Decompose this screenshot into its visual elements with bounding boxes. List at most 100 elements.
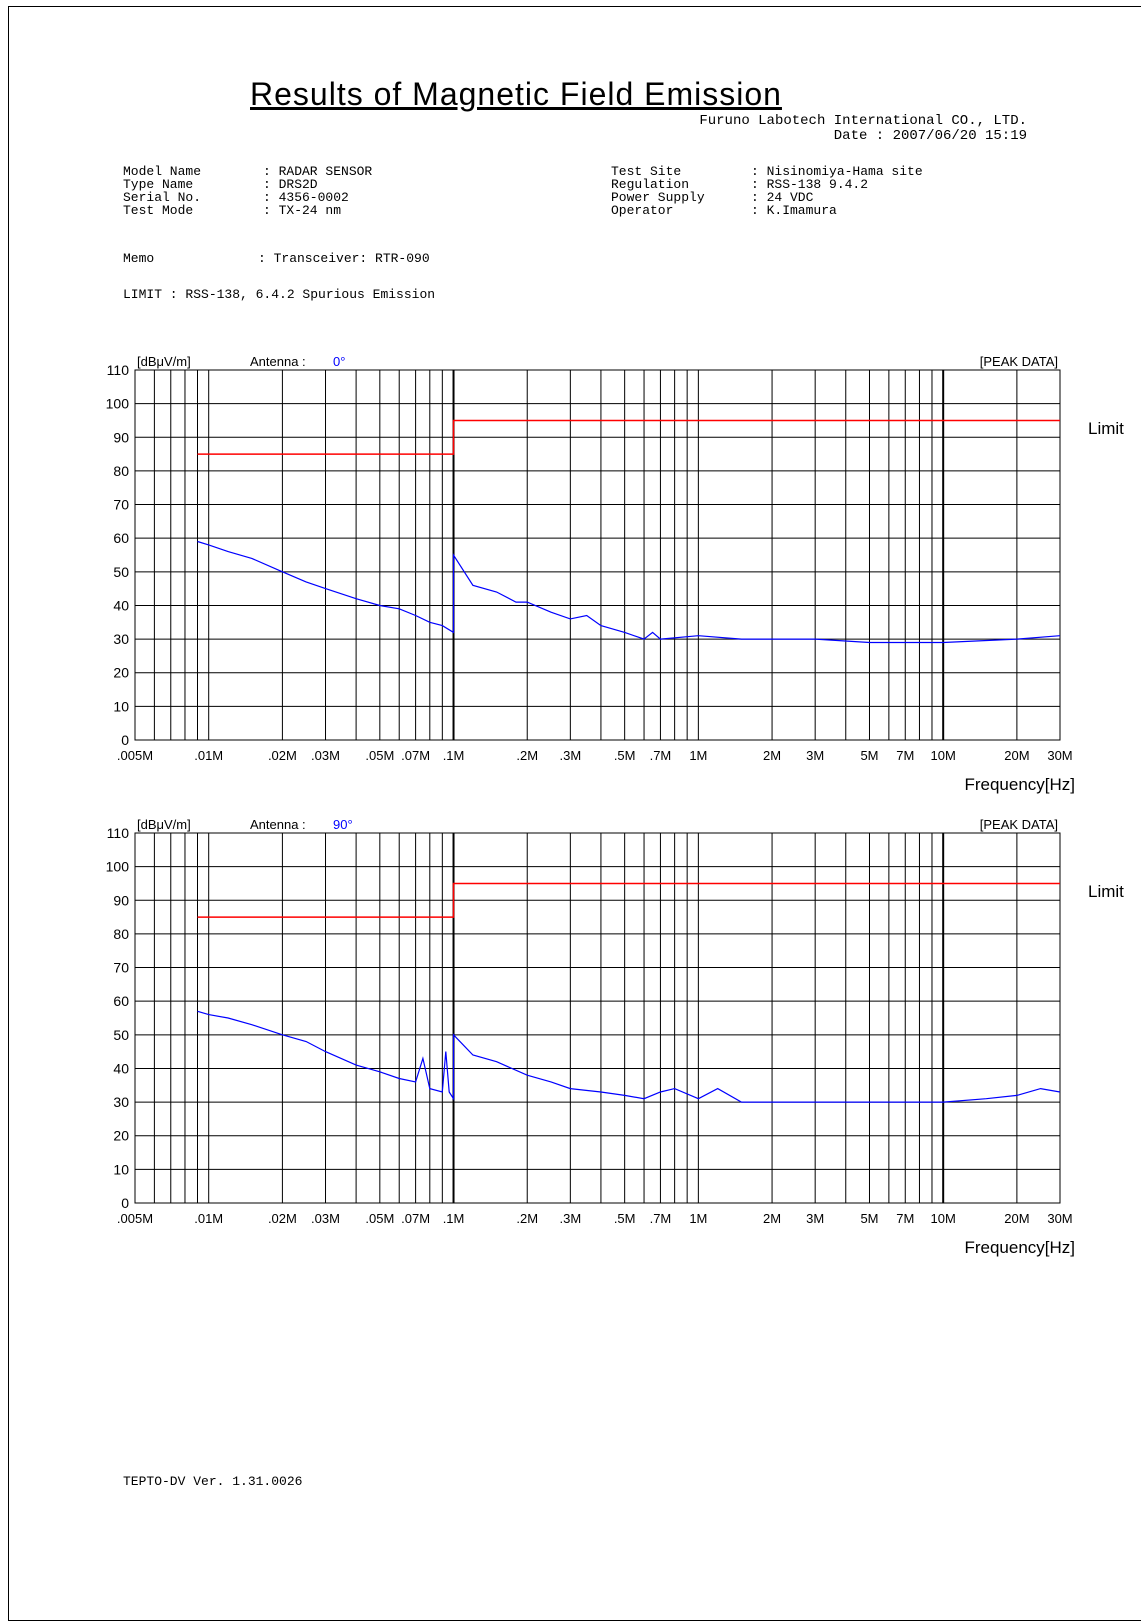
antenna-angle: 0° bbox=[333, 354, 345, 369]
y-tick-label: 110 bbox=[107, 362, 130, 378]
emission-chart-90deg: 0 10 20 30 40 50 60 70 80 90 100 110 .005M .01M .02M .0… bbox=[106, 817, 1125, 1257]
page-title: Results of Magnetic Field Emission bbox=[250, 76, 782, 112]
x-tick-label: .7M bbox=[650, 748, 672, 763]
test-info: Test Site : Nisinomiya-Hama site Regulati… bbox=[611, 165, 923, 217]
plot-frame bbox=[134, 832, 1061, 1204]
y-tick-label: 110 bbox=[107, 825, 130, 841]
info-value: : K.Imamura bbox=[751, 203, 837, 218]
y-tick-label: 0 bbox=[121, 732, 129, 748]
equipment-info: Model Name : RADAR SENSOR Type Name : DRS2… bbox=[123, 165, 372, 217]
measurement-trace bbox=[197, 540, 1061, 644]
x-tick-label: 7M bbox=[896, 748, 914, 763]
info-label: Type Name bbox=[123, 177, 194, 192]
memo: Memo : Transceiver: RTR-090 bbox=[123, 251, 430, 266]
x-tick-label: 3M bbox=[806, 748, 824, 763]
limit-side-label: Limit bbox=[1088, 882, 1124, 901]
y-tick-label: 80 bbox=[113, 926, 129, 942]
info-row: Power Supply : 24 VDC bbox=[611, 191, 923, 204]
x-tick-label: .03M bbox=[311, 748, 340, 763]
data-type-tag: [PEAK DATA] bbox=[980, 354, 1058, 369]
company-name: Furuno Labotech International CO., LTD. bbox=[699, 113, 1027, 129]
x-tick-label: 5M bbox=[860, 1211, 878, 1226]
info-label: Regulation bbox=[611, 177, 690, 192]
x-tick-label: .2M bbox=[516, 748, 538, 763]
limit-line bbox=[197, 419, 1060, 455]
limit-side-label: Limit bbox=[1088, 419, 1124, 438]
info-value: : DRS2D bbox=[263, 177, 318, 192]
y-tick-label: 60 bbox=[113, 530, 129, 546]
x-tick-label: 3M bbox=[806, 1211, 824, 1226]
memo-value: : Transceiver: RTR-090 bbox=[258, 251, 430, 266]
y-tick-label: 50 bbox=[113, 1027, 129, 1043]
y-tick-label: 70 bbox=[113, 960, 129, 976]
memo-label: Memo bbox=[123, 251, 155, 266]
x-tick-label: 1M bbox=[689, 748, 707, 763]
info-row: Test Site : Nisinomiya-Hama site bbox=[611, 165, 923, 178]
y-tick-label: 10 bbox=[113, 1161, 129, 1177]
x-tick-label: .02M bbox=[268, 1211, 297, 1226]
info-label: Operator bbox=[611, 203, 674, 218]
info-row: Serial No.: 4356-0002 bbox=[123, 191, 372, 204]
y-tick-label: 0 bbox=[121, 1195, 129, 1211]
x-tick-label: .5M bbox=[614, 1211, 636, 1226]
data-type-tag: [PEAK DATA] bbox=[980, 817, 1058, 832]
x-tick-label: 20M bbox=[1004, 1211, 1029, 1226]
x-tick-label: 30M bbox=[1047, 1211, 1072, 1226]
limit-line bbox=[197, 882, 1060, 918]
plot-frame bbox=[134, 369, 1061, 741]
x-tick-label: .1M bbox=[443, 748, 465, 763]
y-tick-label: 40 bbox=[113, 597, 129, 613]
info-value: : 24 VDC bbox=[751, 190, 814, 205]
y-tick-label: 90 bbox=[113, 892, 129, 908]
x-tick-label: .07M bbox=[401, 1211, 430, 1226]
x-tick-label: .3M bbox=[560, 1211, 582, 1226]
x-tick-label: .01M bbox=[194, 1211, 223, 1226]
x-tick-label: 30M bbox=[1047, 748, 1072, 763]
info-label: Model Name bbox=[123, 164, 202, 179]
antenna-label: Antenna : bbox=[250, 817, 306, 832]
x-tick-label: 5M bbox=[860, 748, 878, 763]
y-tick-label: 30 bbox=[113, 631, 129, 647]
y-tick-label: 100 bbox=[106, 396, 130, 412]
x-tick-label: 1M bbox=[689, 1211, 707, 1226]
y-axis-unit: [dBμV/m] bbox=[137, 817, 191, 832]
x-tick-label: .03M bbox=[311, 1211, 340, 1226]
info-value: : 4356-0002 bbox=[263, 190, 349, 205]
x-tick-label: .05M bbox=[365, 748, 394, 763]
x-tick-label: 20M bbox=[1004, 748, 1029, 763]
x-tick-label: .3M bbox=[560, 748, 582, 763]
info-label: Power Supply bbox=[611, 190, 705, 205]
y-tick-label: 40 bbox=[113, 1060, 129, 1076]
y-tick-label: 50 bbox=[113, 564, 129, 580]
info-row: Model Name : RADAR SENSOR bbox=[123, 165, 372, 178]
info-row: Type Name : DRS2D bbox=[123, 178, 372, 191]
info-row: Operator : K.Imamura bbox=[611, 204, 923, 217]
info-value: : RSS-138 9.4.2 bbox=[751, 177, 869, 192]
y-tick-label: 100 bbox=[106, 859, 130, 875]
antenna-angle: 90° bbox=[333, 817, 353, 832]
info-label: Test Site bbox=[611, 164, 682, 179]
limit-description: LIMIT : RSS-138, 6.4.2 Spurious Emission bbox=[123, 287, 436, 302]
y-tick-label: 70 bbox=[113, 497, 129, 513]
y-tick-label: 20 bbox=[113, 665, 129, 681]
x-tick-label: .07M bbox=[401, 748, 430, 763]
info-row: Regulation : RSS-138 9.4.2 bbox=[611, 178, 923, 191]
x-tick-label: .01M bbox=[194, 748, 223, 763]
info-value: : Nisinomiya-Hama site bbox=[751, 164, 923, 179]
x-tick-label: .005M bbox=[117, 748, 153, 763]
x-tick-label: .1M bbox=[443, 1211, 465, 1226]
y-tick-label: 20 bbox=[113, 1128, 129, 1144]
y-axis-unit: [dBμV/m] bbox=[137, 354, 191, 369]
y-tick-label: 10 bbox=[113, 698, 129, 714]
measurement-trace bbox=[197, 1010, 1061, 1103]
antenna-label: Antenna : bbox=[250, 354, 306, 369]
info-value: : RADAR SENSOR bbox=[263, 164, 373, 179]
info-label: Test Mode bbox=[123, 203, 194, 218]
x-tick-label: .02M bbox=[268, 748, 297, 763]
x-tick-label: .2M bbox=[516, 1211, 538, 1226]
y-tick-label: 60 bbox=[113, 993, 129, 1009]
x-tick-label: 10M bbox=[931, 748, 956, 763]
info-value: : TX-24 nm bbox=[263, 203, 342, 218]
x-axis-label: Frequency[Hz] bbox=[964, 1238, 1075, 1257]
x-tick-label: .05M bbox=[365, 1211, 394, 1226]
